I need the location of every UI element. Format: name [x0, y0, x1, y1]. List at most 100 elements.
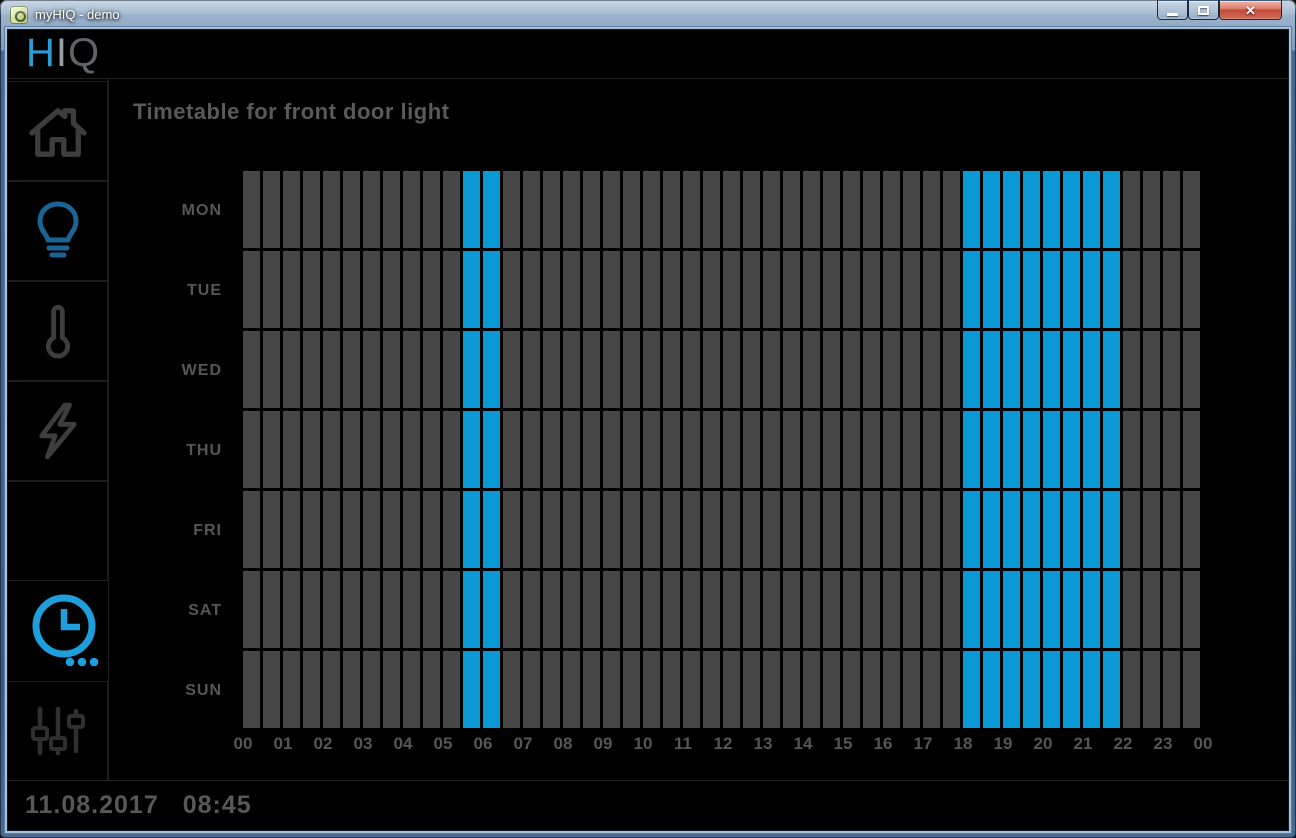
timeslot-cell[interactable]	[783, 651, 800, 728]
timeslot-cell[interactable]	[803, 331, 820, 408]
timeslot-cell[interactable]	[1183, 491, 1200, 568]
timeslot-cell[interactable]	[1083, 411, 1100, 488]
timeslot-cell[interactable]	[963, 491, 980, 568]
timeslot-cell[interactable]	[303, 331, 320, 408]
timeslot-cell[interactable]	[963, 171, 980, 248]
timeslot-cell[interactable]	[823, 571, 840, 648]
timeslot-cell[interactable]	[483, 411, 500, 488]
timeslot-cell[interactable]	[963, 651, 980, 728]
timeslot-cell[interactable]	[963, 411, 980, 488]
timeslot-cell[interactable]	[843, 651, 860, 728]
timeslot-cell[interactable]	[1043, 491, 1060, 568]
timeslot-cell[interactable]	[723, 411, 740, 488]
timeslot-cell[interactable]	[423, 571, 440, 648]
timeslot-cell[interactable]	[503, 651, 520, 728]
timeslot-cell[interactable]	[303, 571, 320, 648]
timeslot-cell[interactable]	[503, 571, 520, 648]
timeslot-cell[interactable]	[1003, 251, 1020, 328]
timeslot-cell[interactable]	[583, 331, 600, 408]
timeslot-cell[interactable]	[1063, 491, 1080, 568]
timeslot-cell[interactable]	[1003, 411, 1020, 488]
timeslot-cell[interactable]	[363, 491, 380, 568]
timeslot-cell[interactable]	[663, 571, 680, 648]
timeslot-cell[interactable]	[403, 251, 420, 328]
timeslot-cell[interactable]	[883, 491, 900, 568]
timeslot-cell[interactable]	[503, 411, 520, 488]
timeslot-cell[interactable]	[983, 251, 1000, 328]
timeslot-cell[interactable]	[323, 491, 340, 568]
timeslot-cell[interactable]	[1083, 571, 1100, 648]
timeslot-cell[interactable]	[943, 491, 960, 568]
timeslot-cell[interactable]	[1083, 251, 1100, 328]
timeslot-cell[interactable]	[1123, 491, 1140, 568]
timeslot-cell[interactable]	[1023, 571, 1040, 648]
timeslot-cell[interactable]	[263, 251, 280, 328]
timeslot-cell[interactable]	[643, 651, 660, 728]
timeslot-cell[interactable]	[1183, 651, 1200, 728]
timeslot-cell[interactable]	[583, 571, 600, 648]
timeslot-cell[interactable]	[243, 491, 260, 568]
timeslot-cell[interactable]	[903, 411, 920, 488]
timeslot-cell[interactable]	[243, 171, 260, 248]
timeslot-cell[interactable]	[663, 411, 680, 488]
timeslot-cell[interactable]	[463, 411, 480, 488]
timeslot-cell[interactable]	[1083, 491, 1100, 568]
timeslot-cell[interactable]	[923, 571, 940, 648]
timeslot-cell[interactable]	[643, 171, 660, 248]
timeslot-cell[interactable]	[923, 411, 940, 488]
timeslot-cell[interactable]	[263, 411, 280, 488]
timeslot-cell[interactable]	[1143, 331, 1160, 408]
timeslot-cell[interactable]	[563, 171, 580, 248]
timeslot-cell[interactable]	[743, 491, 760, 568]
timeslot-cell[interactable]	[403, 331, 420, 408]
timeslot-cell[interactable]	[523, 651, 540, 728]
timeslot-cell[interactable]	[703, 171, 720, 248]
timeslot-cell[interactable]	[463, 251, 480, 328]
timeslot-cell[interactable]	[883, 331, 900, 408]
timeslot-cell[interactable]	[323, 251, 340, 328]
timeslot-cell[interactable]	[363, 171, 380, 248]
timeslot-cell[interactable]	[363, 331, 380, 408]
timeslot-cell[interactable]	[1123, 411, 1140, 488]
timeslot-cell[interactable]	[1083, 651, 1100, 728]
timeslot-cell[interactable]	[803, 251, 820, 328]
timeslot-cell[interactable]	[703, 251, 720, 328]
timeslot-cell[interactable]	[1143, 251, 1160, 328]
timeslot-cell[interactable]	[1143, 651, 1160, 728]
timeslot-cell[interactable]	[583, 251, 600, 328]
timeslot-cell[interactable]	[1163, 171, 1180, 248]
timeslot-cell[interactable]	[863, 171, 880, 248]
timeslot-cell[interactable]	[1163, 651, 1180, 728]
timeslot-cell[interactable]	[343, 571, 360, 648]
timeslot-cell[interactable]	[943, 331, 960, 408]
timeslot-cell[interactable]	[883, 411, 900, 488]
sidebar-item-energy[interactable]	[8, 381, 108, 481]
timeslot-cell[interactable]	[603, 491, 620, 568]
timeslot-cell[interactable]	[923, 491, 940, 568]
timeslot-cell[interactable]	[323, 651, 340, 728]
timeslot-cell[interactable]	[343, 491, 360, 568]
timeslot-cell[interactable]	[523, 571, 540, 648]
timeslot-cell[interactable]	[763, 651, 780, 728]
timeslot-cell[interactable]	[623, 251, 640, 328]
timeslot-cell[interactable]	[523, 411, 540, 488]
timeslot-cell[interactable]	[383, 251, 400, 328]
sidebar-item-temperature[interactable]	[8, 281, 108, 381]
timeslot-cell[interactable]	[463, 491, 480, 568]
timeslot-cell[interactable]	[563, 331, 580, 408]
timeslot-cell[interactable]	[983, 171, 1000, 248]
timeslot-cell[interactable]	[523, 331, 540, 408]
timeslot-cell[interactable]	[583, 171, 600, 248]
timeslot-cell[interactable]	[683, 411, 700, 488]
maximize-button[interactable]	[1188, 0, 1219, 20]
timeslot-cell[interactable]	[1103, 491, 1120, 568]
timeslot-cell[interactable]	[663, 171, 680, 248]
timeslot-cell[interactable]	[603, 411, 620, 488]
timeslot-cell[interactable]	[683, 171, 700, 248]
timeslot-cell[interactable]	[363, 251, 380, 328]
close-button[interactable]: ✕	[1219, 0, 1282, 20]
timeslot-cell[interactable]	[663, 331, 680, 408]
timeslot-cell[interactable]	[483, 171, 500, 248]
timeslot-cell[interactable]	[423, 331, 440, 408]
timeslot-cell[interactable]	[1163, 331, 1180, 408]
